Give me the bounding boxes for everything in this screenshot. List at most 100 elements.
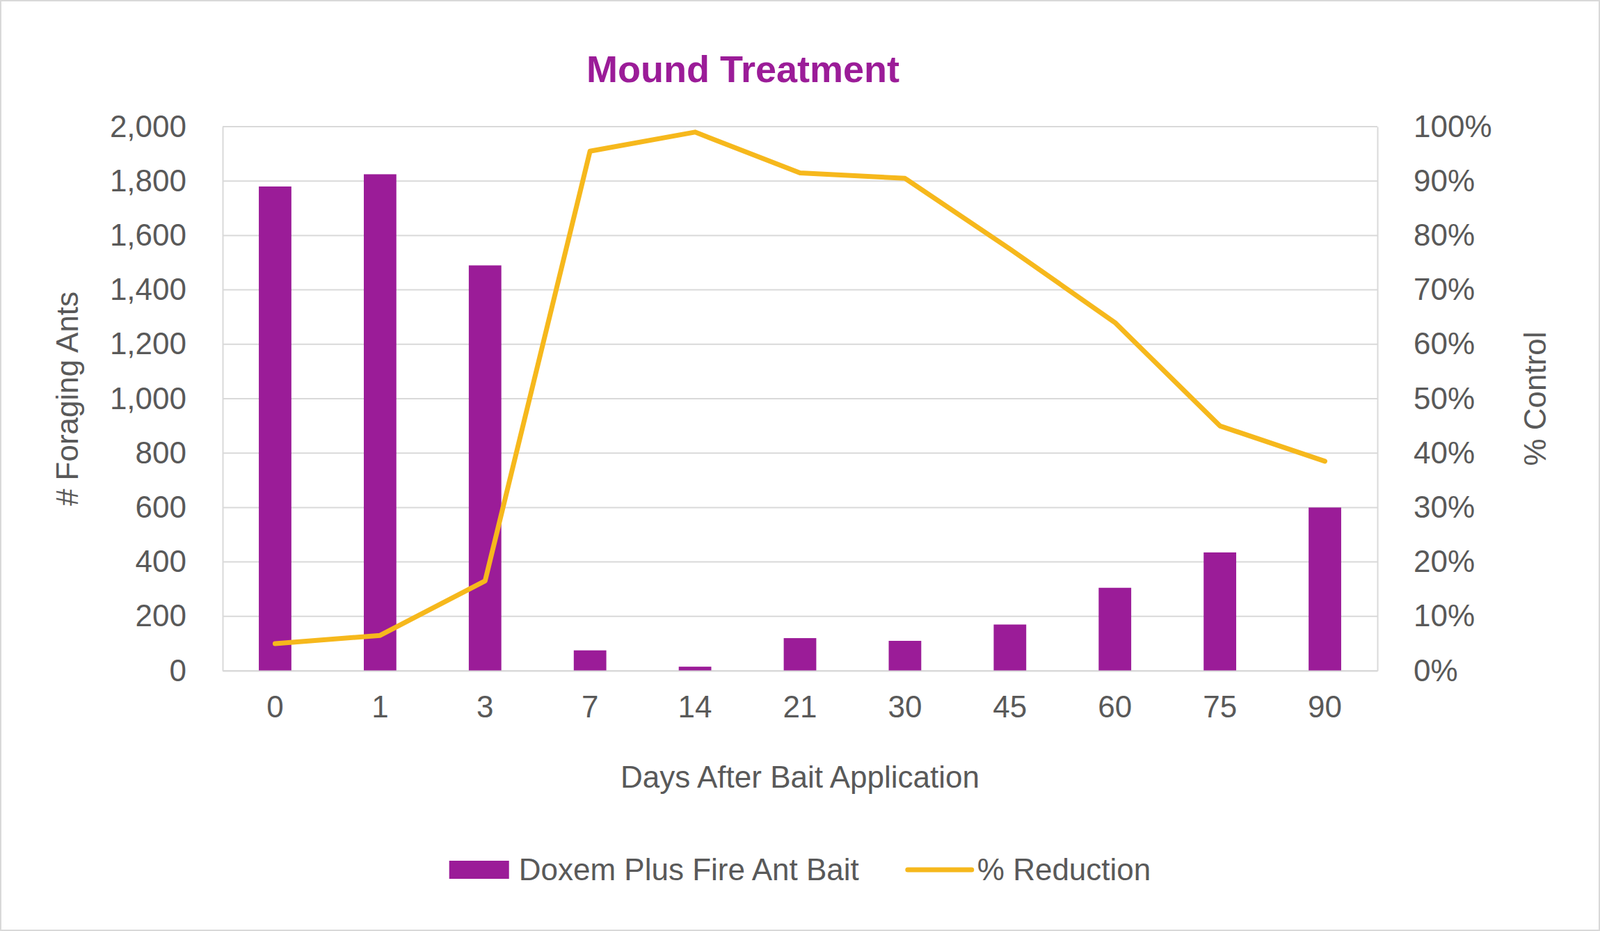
chart: 0 1 3 7 14 21 30 45 60 75 90 0 200 400 600 800 1,000 1,20… [0, 0, 1600, 931]
line [274, 132, 1325, 644]
tick-label: 2,000 [109, 109, 187, 144]
tick: 75 [1202, 670, 1237, 724]
tick: 800 [135, 435, 223, 470]
tick: 1 [371, 670, 389, 724]
y2-axis-title: % Control [1517, 331, 1552, 466]
tick: 45 [992, 670, 1027, 724]
bar [573, 650, 607, 671]
x-axis-title: Days After Bait Application [620, 759, 980, 794]
tick: 100% [1377, 109, 1493, 144]
tick-label: 60% [1413, 326, 1475, 361]
bar [468, 265, 502, 671]
tick-label: 60 [1097, 689, 1132, 724]
tick-label: 50% [1413, 381, 1475, 416]
tick-label: 1,800 [109, 163, 187, 198]
tick-label: 1 [371, 689, 389, 724]
tick-label: 40% [1413, 435, 1475, 470]
tick: 0 [169, 653, 223, 688]
legend-item: Doxem Plus Fire Ant Bait [449, 852, 860, 887]
tick-label: 600 [135, 489, 187, 524]
legend-item: % Reduction [907, 852, 1151, 887]
tick: 30 [887, 670, 922, 724]
bar [1203, 552, 1237, 671]
tick-label: 14 [678, 689, 713, 724]
tick: 1,600 [109, 217, 223, 252]
tick-label: 100% [1413, 109, 1493, 144]
chart-frame [0, 0, 1600, 931]
tick-label: 1,000 [109, 381, 187, 416]
tick-label: 1,400 [109, 272, 187, 307]
tick: 1,200 [109, 326, 223, 361]
tick: 30% [1377, 489, 1475, 524]
axis-line [223, 670, 1379, 672]
tick-label: 30% [1413, 489, 1475, 524]
tick: 7 [581, 670, 599, 724]
tick: 60 [1097, 670, 1132, 724]
tick-label: 400 [135, 544, 187, 579]
tick-label: 3 [476, 689, 494, 724]
bar [1308, 507, 1342, 671]
tick-label: 21 [783, 689, 818, 724]
tick: 90% [1377, 163, 1475, 198]
tick: 60% [1377, 326, 1475, 361]
tick: 200 [135, 598, 223, 633]
tick: 70% [1377, 272, 1475, 307]
bar [784, 637, 817, 671]
tick-label: 1,200 [109, 326, 187, 361]
tick-label: 800 [135, 435, 187, 470]
y-axis: 0 200 400 600 800 1,000 1,200 1,400 1,600 1,800 2,… [109, 109, 224, 688]
tick-label: 90 [1307, 689, 1342, 724]
tick: 50% [1377, 381, 1475, 416]
tick-label: 200 [135, 598, 187, 633]
y-axis-title: # Foraging Ants [50, 291, 85, 506]
tick: 0 [266, 670, 284, 724]
legend-label: % Reduction [977, 852, 1151, 887]
tick-label: 90% [1413, 163, 1475, 198]
tick: 80% [1377, 217, 1475, 252]
tick: 1,800 [109, 163, 223, 198]
grid-line [222, 125, 1378, 128]
legend: Doxem Plus Fire Ant Bait % Reduction [449, 852, 1152, 887]
tick: 21 [783, 670, 818, 724]
tick: 3 [476, 670, 494, 724]
tick: 600 [135, 489, 223, 524]
y2-axis: 0% 10% 20% 30% 40% 50% 60% 70% 80% 90% 100% [1377, 109, 1493, 688]
bar [889, 640, 922, 671]
tick: 1,400 [109, 272, 223, 307]
tick-label: 10% [1413, 598, 1475, 633]
x-axis: 0 1 3 7 14 21 30 45 60 75 90 [223, 670, 1379, 724]
tick: 1,000 [109, 381, 223, 416]
tick-label: 1,600 [109, 217, 187, 252]
tick: 14 [678, 670, 713, 724]
bar [1098, 587, 1132, 671]
tick-label: 80% [1413, 217, 1475, 252]
legend-label: Doxem Plus Fire Ant Bait [518, 852, 860, 887]
tick-label: 45 [992, 689, 1027, 724]
tick: 20% [1377, 544, 1475, 579]
axis-line [1377, 127, 1379, 672]
bar [363, 173, 397, 671]
tick-label: 0% [1413, 653, 1459, 688]
tick-label: 0 [266, 689, 284, 724]
bar [258, 186, 292, 671]
grid [222, 126, 1378, 671]
legend-swatch [449, 860, 510, 879]
tick-label: 20% [1413, 544, 1475, 579]
tick: 90 [1307, 670, 1342, 724]
title: Mound Treatment [586, 48, 900, 90]
plot: 0 1 3 7 14 21 30 45 60 75 90 0 200 400 600 800 1,000 1,20… [109, 109, 1493, 725]
tick: 0% [1377, 653, 1459, 688]
tick: 2,000 [109, 109, 223, 144]
bar [993, 624, 1027, 671]
tick-label: 70% [1413, 272, 1475, 307]
tick-label: 75 [1202, 689, 1237, 724]
legend-swatch [907, 867, 972, 873]
marks [258, 132, 1342, 671]
tick: 400 [135, 544, 223, 579]
bar [678, 666, 712, 671]
tick: 10% [1377, 598, 1475, 633]
bar-series [258, 173, 1342, 671]
tick-label: 7 [581, 689, 599, 724]
tick-label: 30 [887, 689, 922, 724]
tick-label: 0 [169, 653, 187, 688]
